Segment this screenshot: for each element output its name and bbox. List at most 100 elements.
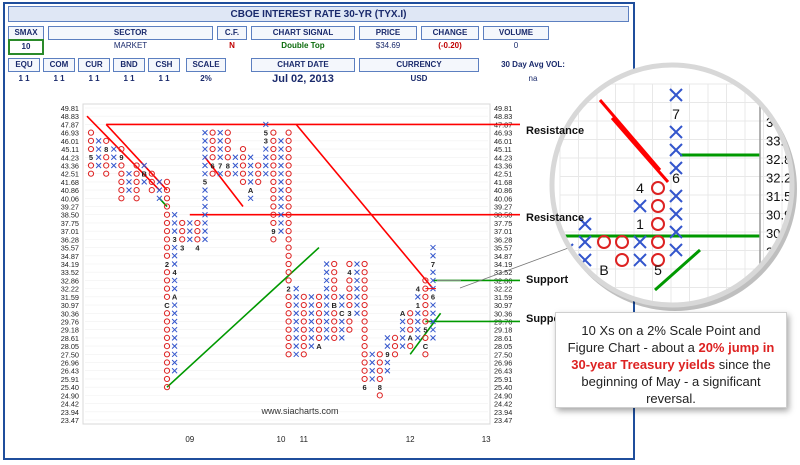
- zoom-month-marker: B: [599, 262, 608, 278]
- zoom-x-mark: [669, 189, 683, 203]
- o-mark: [255, 178, 262, 185]
- o-mark: [346, 260, 353, 268]
- o-mark: [331, 285, 338, 292]
- zoom-x-mark: [669, 225, 683, 239]
- month-marker: B: [141, 169, 147, 178]
- y-tick-label-left: 36.28: [61, 235, 79, 244]
- o-mark: [163, 211, 171, 218]
- y-tick-label-right: 44.23: [494, 153, 512, 162]
- y-tick-label-left: 40.86: [61, 186, 79, 195]
- o-mark: [361, 301, 368, 309]
- bearish-trendline: [105, 123, 168, 191]
- y-tick-label-left: 44.23: [61, 153, 79, 162]
- o-mark: [300, 343, 307, 350]
- x-mark: [202, 154, 208, 161]
- alloc-value-scale: 2%: [200, 74, 212, 83]
- y-tick-label-right: 40.06: [494, 194, 512, 203]
- x-mark: [171, 359, 178, 366]
- x-mark: [293, 285, 300, 292]
- x-mark: [110, 154, 117, 161]
- y-tick-label-left: 46.01: [61, 137, 79, 146]
- y-tick-label-right: 43.36: [494, 161, 512, 170]
- o-mark: [422, 318, 429, 325]
- x-mark: [278, 146, 284, 152]
- zoom-tick-label: 32.2: [766, 171, 791, 186]
- y-tick-label-left: 28.61: [61, 334, 79, 343]
- o-mark: [285, 269, 292, 276]
- x-mark: [430, 326, 436, 333]
- x-mark: [202, 211, 208, 218]
- o-mark: [163, 293, 171, 300]
- o-mark: [407, 310, 414, 317]
- y-tick-label-left: 30.97: [61, 301, 79, 310]
- x-mark: [171, 302, 178, 308]
- o-mark: [118, 178, 125, 185]
- chart-title: CBOE INTEREST RATE 30-YR (TYX.I): [8, 6, 629, 22]
- cf-header: C.F.: [217, 26, 247, 40]
- y-tick-label-right: 25.91: [494, 375, 512, 384]
- x-mark: [430, 302, 436, 308]
- x-tick-label: 11: [300, 435, 309, 444]
- month-marker: C: [423, 342, 429, 351]
- x-mark: [171, 326, 178, 333]
- x-mark: [202, 228, 208, 235]
- y-tick-label-left: 49.81: [61, 104, 79, 113]
- x-tick-label: 13: [482, 435, 491, 444]
- o-mark: [224, 129, 231, 136]
- x-mark: [171, 310, 178, 317]
- x-mark: [278, 228, 284, 235]
- o-mark: [376, 351, 383, 358]
- y-tick-label-left: 31.59: [61, 293, 79, 302]
- x-mark: [323, 285, 330, 292]
- x-mark: [308, 335, 315, 341]
- month-marker: 8: [226, 161, 230, 170]
- x-mark: [278, 154, 284, 161]
- x-mark: [293, 351, 300, 358]
- o-mark: [209, 137, 216, 144]
- y-tick-label-left: 32.22: [61, 285, 79, 294]
- o-mark: [87, 145, 95, 153]
- x-mark: [247, 170, 254, 177]
- callout-highlight: 20% jump in 30-year Treasury yields: [571, 340, 775, 372]
- x-mark: [278, 137, 284, 144]
- month-marker: B: [331, 301, 337, 310]
- x-mark: [293, 293, 300, 300]
- x-mark: [293, 302, 300, 308]
- zoom-x-mark: [669, 207, 683, 221]
- month-marker: 4: [195, 243, 200, 252]
- x-mark: [262, 170, 269, 177]
- y-tick-label-left: 37.75: [61, 219, 79, 228]
- x-mark: [354, 285, 360, 292]
- month-marker: 7: [218, 161, 222, 170]
- o-mark: [194, 228, 201, 235]
- x-mark: [232, 170, 239, 177]
- x-mark: [414, 310, 421, 317]
- o-mark: [422, 293, 429, 300]
- x-mark: [430, 318, 436, 325]
- x-mark: [141, 162, 148, 169]
- o-mark: [331, 260, 338, 268]
- o-mark: [361, 326, 368, 333]
- month-marker: 8: [104, 145, 108, 154]
- x-mark: [293, 335, 300, 341]
- x-mark: [95, 154, 102, 161]
- alloc-value-cur: 1 1: [88, 74, 100, 83]
- o-mark: [163, 310, 171, 317]
- bearish-trendline: [204, 156, 244, 208]
- x-mark: [186, 228, 193, 235]
- month-marker: 5: [264, 128, 268, 137]
- x-mark: [171, 228, 178, 235]
- o-mark: [118, 145, 125, 153]
- o-mark: [270, 236, 277, 243]
- avg-volume-value: na: [528, 74, 538, 83]
- x-mark: [323, 335, 330, 341]
- y-tick-label-right: 41.68: [494, 178, 512, 187]
- x-mark: [95, 146, 102, 152]
- o-mark: [179, 228, 186, 235]
- price-header: PRICE: [359, 26, 417, 40]
- zoom-bearish-line: [610, 117, 670, 183]
- y-tick-label-right: 23.94: [494, 408, 512, 417]
- o-mark: [285, 219, 292, 227]
- alloc-value-csh: 1 1: [158, 74, 170, 83]
- y-tick-label-right: 31.59: [494, 293, 512, 302]
